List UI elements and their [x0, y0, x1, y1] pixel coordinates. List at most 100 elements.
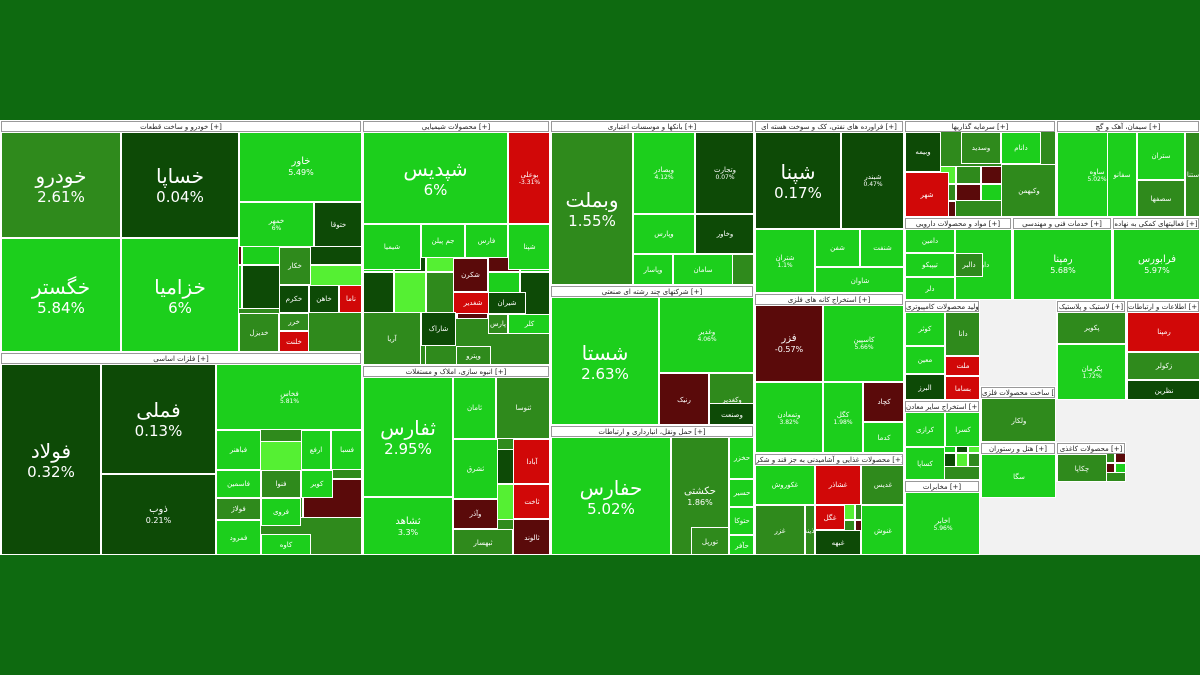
treemap-cell[interactable]: کرازی [905, 412, 945, 447]
treemap-cell[interactable]: رمپنا 5.68% [1013, 229, 1111, 299]
treemap-cell[interactable]: ختوقا [314, 202, 361, 247]
sector-header[interactable]: محصولات کاغذی [+] [1057, 443, 1125, 454]
treemap-cell[interactable]: فولاد 0.32% [1, 364, 101, 554]
treemap-cell[interactable]: شپنا [508, 224, 549, 270]
treemap-cell[interactable]: شهر [905, 172, 949, 216]
treemap-cell[interactable]: غزر [755, 505, 805, 554]
treemap-cell[interactable]: غکوروش [755, 465, 815, 505]
treemap-cell[interactable]: ثشرق [453, 439, 498, 499]
treemap-cell[interactable]: فاسمین [216, 470, 261, 498]
treemap-cell[interactable]: ثاخت [513, 484, 549, 519]
treemap-cell[interactable]: ثفارس 2.95% [363, 377, 453, 497]
sector-header[interactable]: خودرو و ساخت قطعات [+] [1, 121, 361, 132]
treemap-cell[interactable]: وخاور [695, 214, 753, 254]
treemap-cell[interactable]: فسبا [331, 430, 361, 470]
treemap-cell[interactable]: خاهن [309, 285, 339, 313]
treemap-cell[interactable]: کوثر [905, 312, 945, 346]
treemap-cell[interactable]: وآذر [453, 499, 498, 529]
treemap-cell[interactable]: سصفها [1137, 180, 1185, 216]
treemap-cell[interactable]: وپاسار [633, 254, 673, 284]
sector-header[interactable]: خدمات فنی و مهندسی [+] [1013, 218, 1111, 229]
sector-header[interactable]: محصولات شیمیایی [+] [363, 121, 549, 132]
sector-header[interactable]: هتل و رستوران [+] [981, 443, 1055, 454]
treemap-cell[interactable]: وسدید [961, 132, 1001, 164]
sector-header[interactable]: فعالیتهای کمکی به نهاده [+] [1113, 218, 1199, 229]
treemap-cell[interactable]: خساپا 0.04% [121, 132, 239, 238]
sector-header[interactable]: استخراج کانه های فلزی [+] [755, 294, 903, 305]
sector-header[interactable]: ساخت محصولات فلزی [+] [981, 387, 1055, 398]
treemap-cell[interactable]: کلر [508, 314, 549, 334]
treemap-cell[interactable]: چکاپا [1057, 454, 1107, 481]
treemap-tile[interactable] [363, 272, 395, 320]
treemap-cell[interactable]: خاور 5.49% [239, 132, 361, 202]
sector-header[interactable]: محصولات غذایی و آشامیدنی به جز قند و شکر… [755, 454, 903, 465]
treemap-cell[interactable]: وکبهمن [1001, 164, 1055, 216]
treemap-cell[interactable]: کچاد [863, 382, 903, 422]
treemap-cell[interactable]: تورپل [691, 527, 729, 554]
treemap-cell[interactable]: غدیس [861, 465, 903, 505]
treemap-tile[interactable] [955, 183, 981, 201]
treemap-cell[interactable]: شفن [815, 229, 860, 267]
treemap-cell[interactable]: شنفت [860, 229, 903, 267]
treemap-tile[interactable] [968, 453, 979, 468]
treemap-cell[interactable]: ثامان [453, 377, 496, 439]
treemap-cell[interactable]: حتوکا [729, 507, 753, 535]
treemap-cell[interactable]: خکار [279, 247, 311, 285]
sector-header[interactable]: حمل ونقل، انبارداری و ارتباطات [+] [551, 426, 753, 437]
sector-header[interactable]: اطلاعات و ارتباطات [+] [1127, 301, 1199, 312]
treemap-cell[interactable]: وپترو [456, 346, 491, 364]
sector-header[interactable]: فلزات اساسی [+] [1, 353, 361, 364]
treemap-cell[interactable]: آریا [363, 312, 421, 364]
treemap-cell[interactable]: ملت [945, 356, 979, 376]
treemap-cell[interactable]: ستران [1137, 132, 1185, 180]
treemap-cell[interactable]: وتمعادن 3.82% [755, 382, 823, 452]
treemap-cell[interactable]: فخاس 5.81% [216, 364, 361, 430]
treemap-cell[interactable]: جم پیلن [421, 224, 465, 258]
treemap-cell[interactable]: فباهنر [216, 430, 261, 470]
treemap-cell[interactable]: پکرمان 1.72% [1057, 344, 1125, 399]
treemap-cell[interactable]: سگا [981, 454, 1055, 497]
treemap-cell[interactable]: حخزر [729, 437, 753, 479]
treemap-cell[interactable]: کاسپین 5.66% [823, 305, 903, 382]
treemap-cell[interactable]: شکرن [453, 258, 488, 292]
treemap-cell[interactable]: فارس [465, 224, 508, 258]
treemap-cell[interactable]: آبادا [513, 439, 549, 484]
treemap-cell[interactable]: غبهه [815, 530, 861, 554]
treemap-cell[interactable]: خرر [279, 313, 309, 331]
treemap-tile[interactable] [1115, 463, 1125, 473]
treemap-cell[interactable]: خودرو 2.61% [1, 132, 121, 238]
treemap-cell[interactable]: غشاذر [815, 465, 861, 505]
treemap-cell[interactable]: وغدیر 4.06% [659, 297, 753, 373]
treemap-cell[interactable]: کساپا [905, 447, 945, 479]
treemap-cell[interactable]: خلنت [279, 331, 309, 351]
treemap-cell[interactable]: شپنا 0.17% [755, 132, 841, 229]
treemap-cell[interactable]: ثشاهد 3.3% [363, 497, 453, 554]
treemap-cell[interactable]: وبملت 1.55% [551, 132, 633, 284]
treemap-cell[interactable]: آذینه [805, 505, 815, 554]
sector-header[interactable]: سیمان، آهک و گچ [+] [1057, 121, 1199, 132]
treemap-cell[interactable]: پارس [488, 314, 508, 334]
sector-header[interactable]: مخابرات [+] [905, 481, 979, 492]
treemap-cell[interactable]: دالبر [955, 253, 983, 277]
treemap-cell[interactable]: ثالوند [513, 519, 549, 554]
treemap-cell[interactable]: وصنعت [709, 403, 753, 424]
treemap-cell[interactable]: حآفر [729, 535, 753, 554]
sector-header[interactable]: استخراج سایر معادن [+] [905, 401, 979, 412]
sector-header[interactable]: تولید محصولات کامپیوتری [+] [905, 301, 979, 312]
treemap-cell[interactable]: تیپیکو [905, 253, 955, 277]
treemap-cell[interactable]: کدما [863, 422, 903, 452]
treemap-cell[interactable]: وپارس [633, 214, 695, 254]
treemap-cell[interactable]: شتران 1.1% [755, 229, 815, 292]
treemap-cell[interactable]: شپدیس 6% [363, 132, 508, 224]
treemap-cell[interactable]: شغدیر [453, 292, 493, 314]
treemap-cell[interactable]: دلر [905, 277, 955, 299]
treemap-cell[interactable]: خمهر 6% [239, 202, 314, 247]
treemap-cell[interactable]: خدیزل [239, 313, 279, 351]
treemap-cell[interactable]: ثنوسا [496, 377, 549, 439]
treemap-cell[interactable]: کاوه [261, 534, 311, 554]
treemap-cell[interactable]: دامین [905, 229, 955, 253]
treemap-cell[interactable]: رنیک [659, 373, 709, 424]
treemap-cell[interactable]: شیران [488, 292, 526, 314]
treemap-cell[interactable]: وبیمه [905, 132, 941, 172]
treemap-cell[interactable]: حفارس 5.02% [551, 437, 671, 554]
